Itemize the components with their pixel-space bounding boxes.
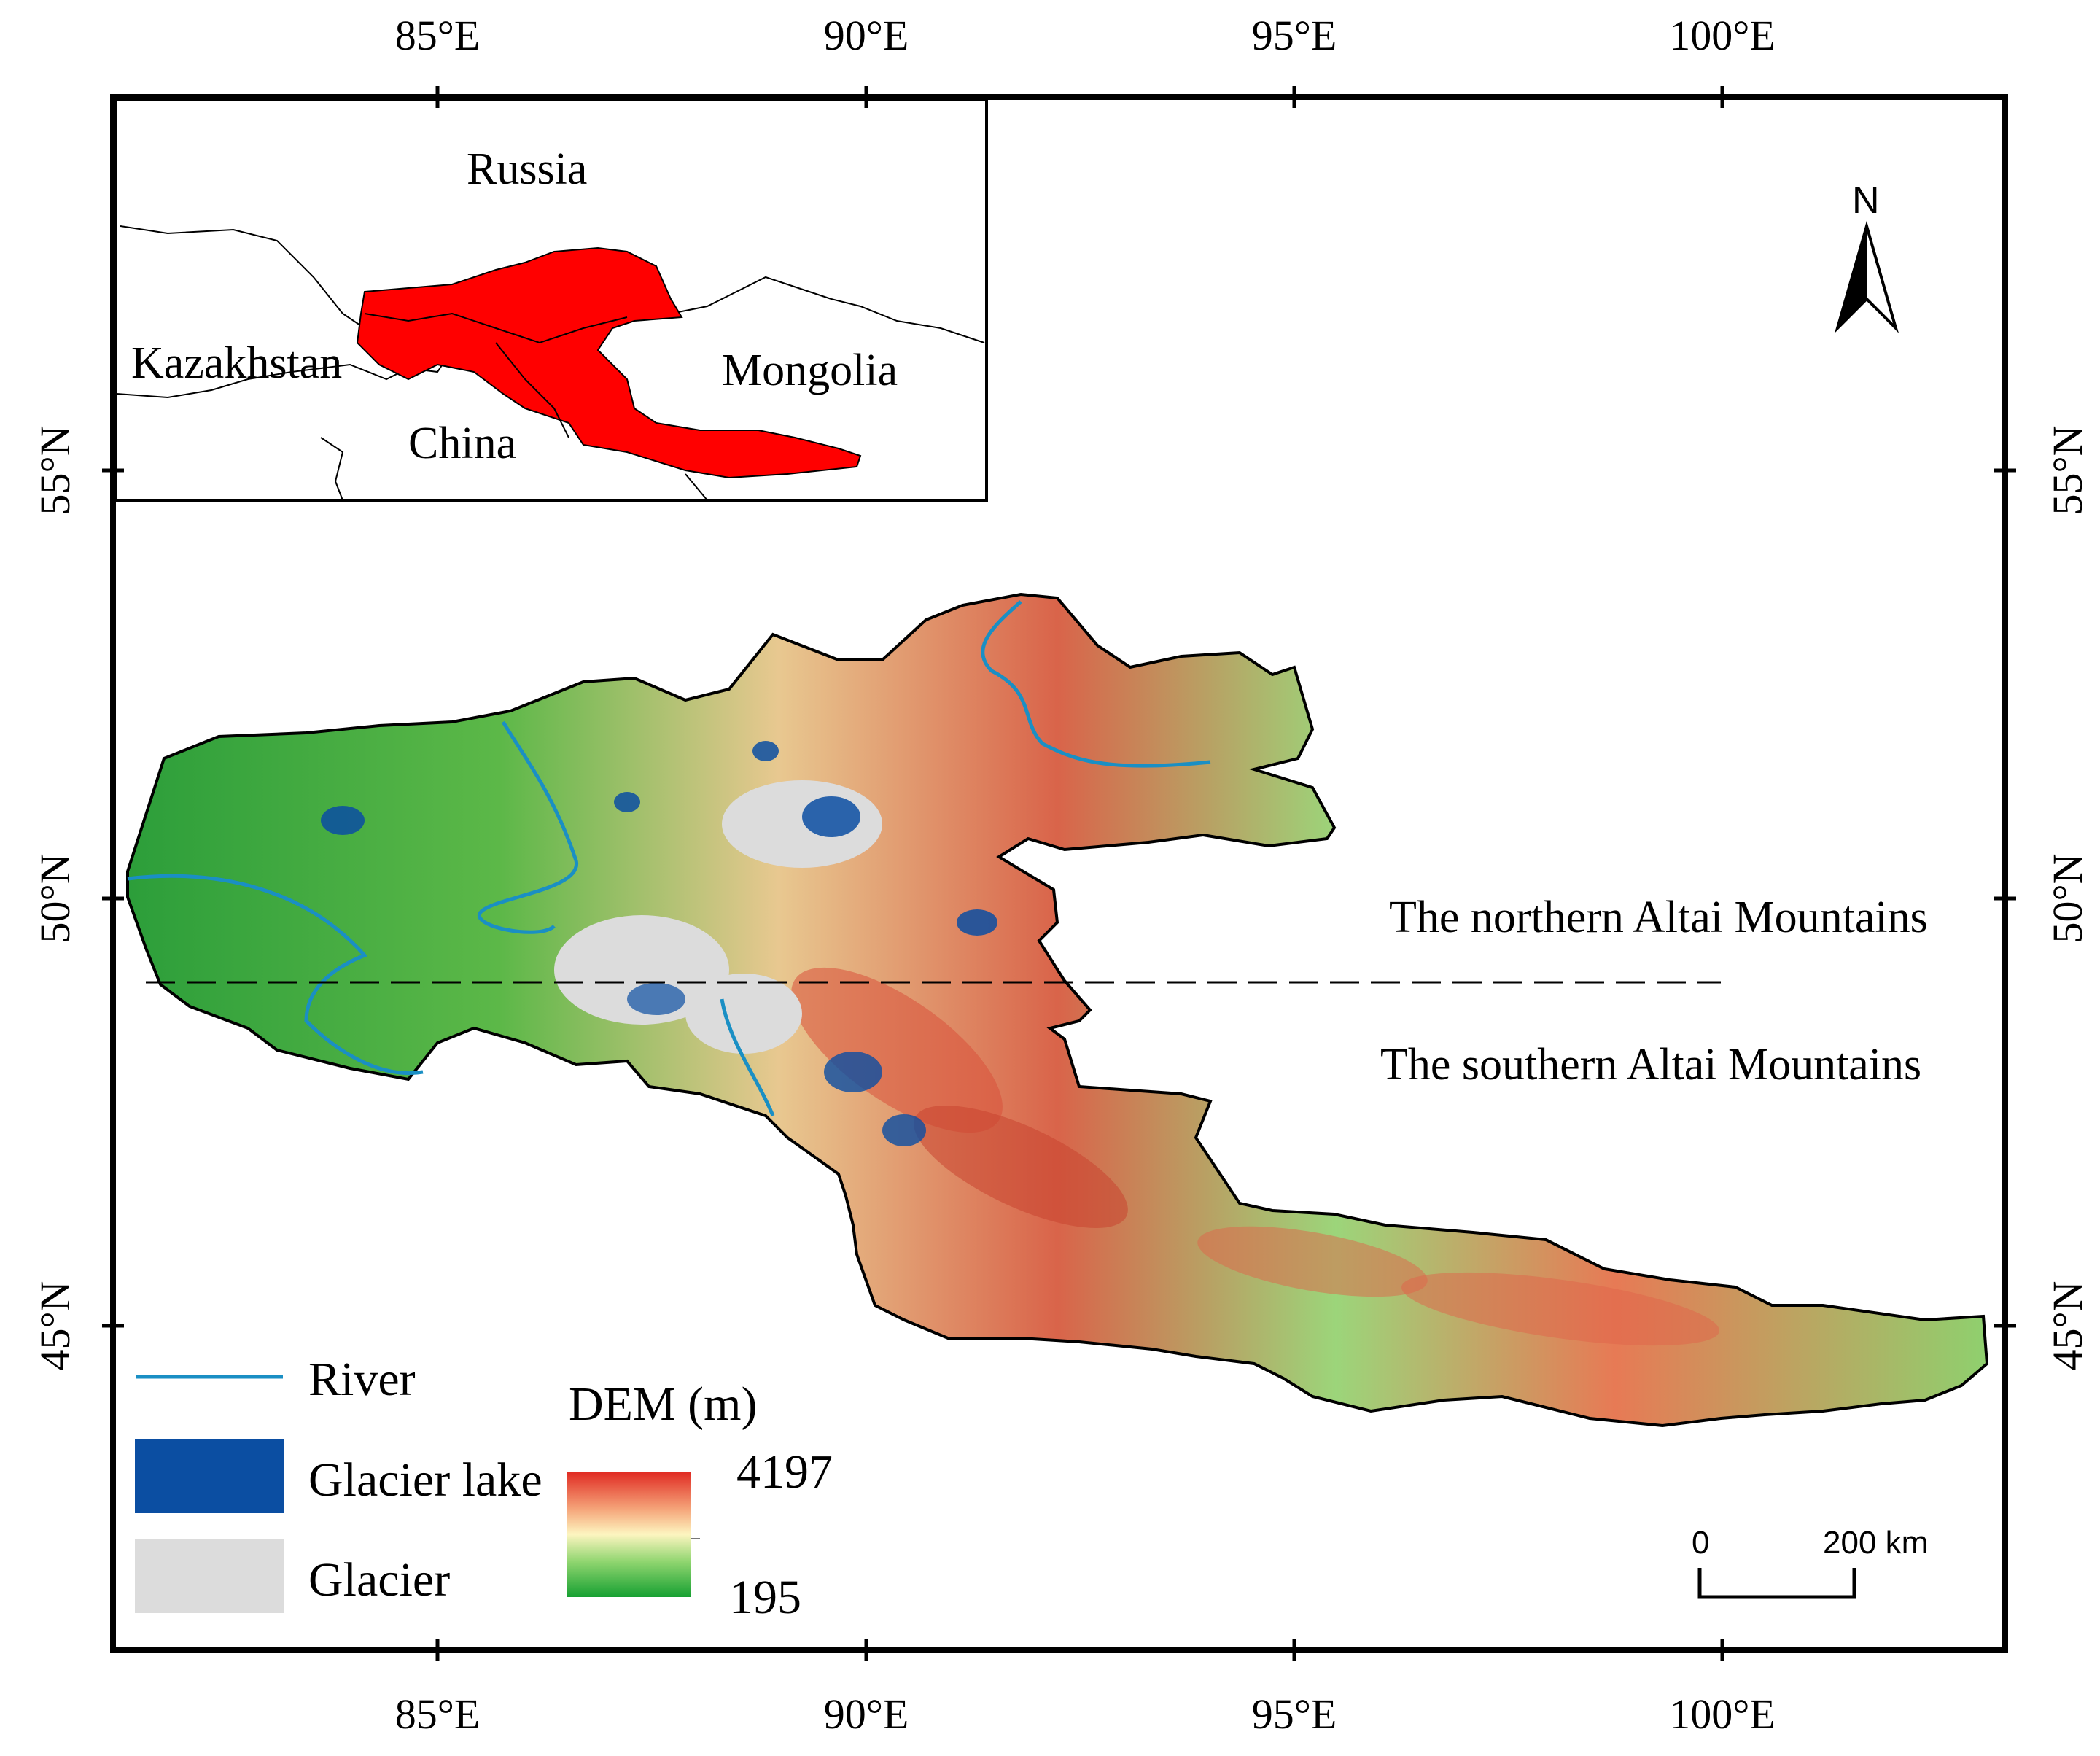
legend-dem-max: 4197	[736, 1445, 833, 1499]
high-elevation-zone	[791, 967, 1003, 1133]
north-arrow-shade	[1838, 226, 1867, 328]
glacier-lake-area	[824, 1052, 882, 1092]
legend-dem-colorbar	[567, 1472, 691, 1597]
glacier-area	[554, 915, 729, 1025]
glacier-lake-area	[957, 909, 998, 936]
inset-border-line	[320, 437, 344, 501]
inset-internal-border	[495, 342, 569, 438]
lon-label-top: 90°E	[824, 12, 909, 59]
scale-bar-start-label: 0	[1692, 1525, 1709, 1561]
region-label-south: The southern Altai Mountains	[1380, 1040, 1921, 1089]
legend: River Glacier lake Glacier DEM (m) 4197 …	[135, 1353, 833, 1624]
lon-label-bottom: 100°E	[1669, 1690, 1776, 1738]
lon-label-bottom: 95°E	[1252, 1690, 1337, 1738]
region-label-north: The northern Altai Mountains	[1389, 893, 1928, 942]
study-area	[126, 592, 1989, 1428]
glacier-area	[685, 974, 802, 1054]
lon-label-top: 85°E	[395, 12, 481, 59]
legend-glacier-lake-label: Glacier lake	[308, 1453, 542, 1507]
lat-label-right: 50°N	[2044, 853, 2091, 943]
inset-border-line	[120, 225, 365, 329]
lon-label-bottom: 85°E	[395, 1690, 481, 1738]
lon-label-top: 100°E	[1669, 12, 1776, 59]
legend-glacier-lake-swatch	[135, 1439, 284, 1513]
river-line	[127, 874, 424, 1075]
lat-label-left: 45°N	[31, 1281, 79, 1370]
legend-dem-min: 195	[729, 1571, 801, 1624]
legend-river-label: River	[308, 1353, 416, 1406]
scale-bar: 0 200 km	[1692, 1525, 1928, 1599]
high-elevation-zone	[1401, 1272, 1719, 1346]
study-area-polygon	[126, 592, 1989, 1428]
lon-label-top: 95°E	[1252, 12, 1337, 59]
river-line	[981, 600, 1211, 768]
river-line	[720, 998, 775, 1116]
high-elevation-zone	[1197, 1226, 1428, 1297]
high-elevation-zone	[914, 1105, 1128, 1229]
river-line	[477, 720, 578, 934]
scale-bar-end-label: 200 km	[1823, 1525, 1928, 1561]
lat-label-left: 55°N	[31, 425, 79, 515]
inset-label-mongolia: Mongolia	[722, 346, 898, 395]
legend-glacier-label: Glacier	[308, 1553, 450, 1607]
lon-label-bottom: 90°E	[824, 1690, 909, 1738]
glacier-lake-area	[627, 983, 685, 1015]
glacier-lake-area	[882, 1114, 926, 1146]
glacier-lake-area	[321, 806, 365, 835]
lat-label-left: 50°N	[31, 853, 79, 943]
legend-dem-title: DEM (m)	[569, 1378, 757, 1431]
glacier-lake-area	[752, 741, 779, 761]
north-arrow-label: N	[1852, 179, 1880, 222]
inset-label-kazakhstan: Kazakhstan	[131, 338, 342, 388]
inset-border-line	[685, 473, 708, 501]
scale-bar-line	[1698, 1568, 1856, 1599]
glacier-lake-area	[614, 792, 640, 812]
lat-label-right: 45°N	[2044, 1281, 2091, 1370]
inset-label-china: China	[408, 419, 516, 468]
inset-internal-border	[364, 312, 628, 344]
inset-label-russia: Russia	[467, 144, 587, 194]
lat-label-right: 55°N	[2044, 425, 2091, 515]
graticule-ticks	[102, 86, 2016, 1661]
inset-map: Russia Kazakhstan Mongolia China	[114, 98, 988, 502]
north-arrow: N	[1834, 179, 1899, 333]
glacier-lake-area	[802, 796, 860, 837]
inset-altai-region	[356, 246, 862, 479]
inset-border-line	[670, 276, 985, 343]
legend-glacier-swatch	[135, 1539, 284, 1613]
